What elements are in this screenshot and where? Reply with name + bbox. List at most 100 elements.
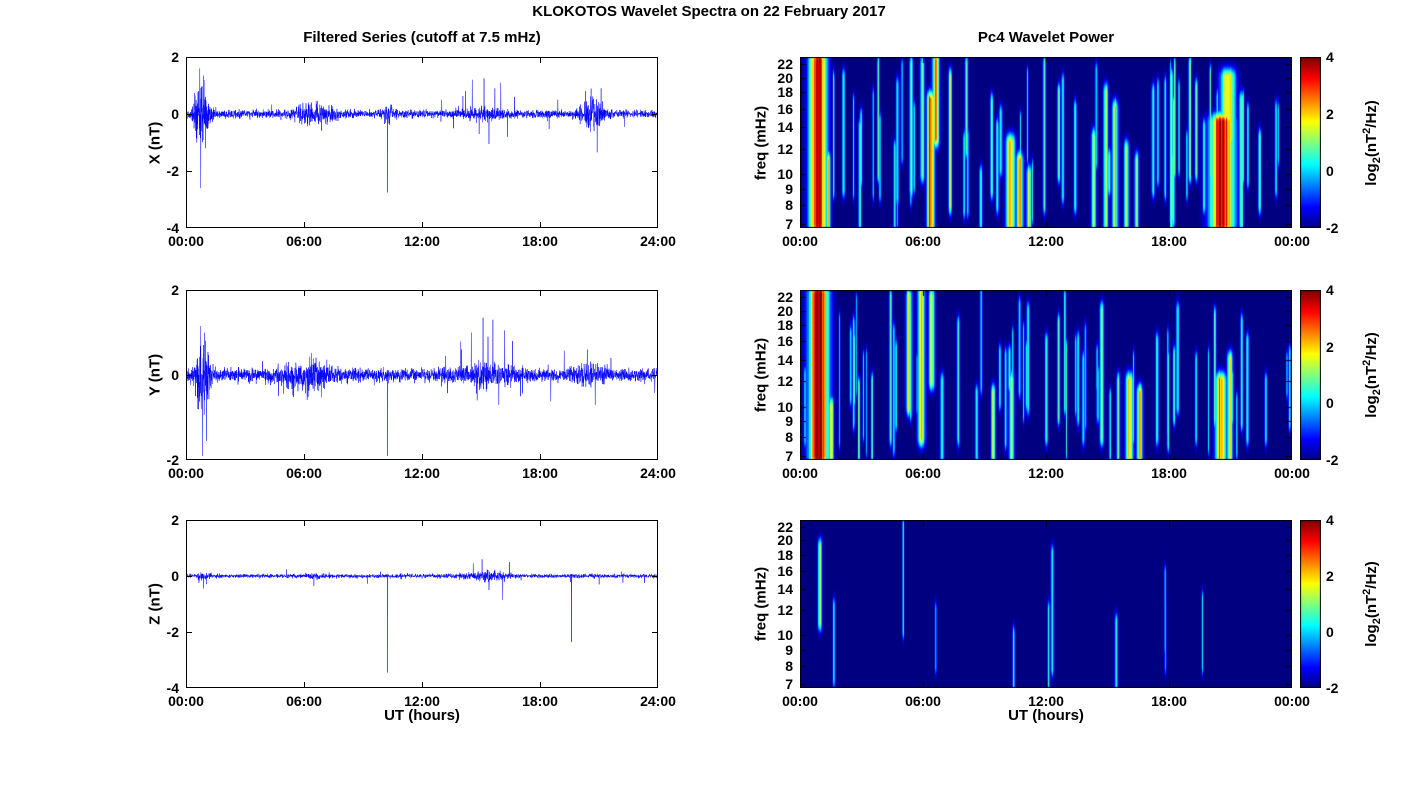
x-tick-label: 06:00 bbox=[905, 233, 941, 249]
cblab-sub: 2 bbox=[1371, 618, 1383, 625]
x-tick-label: 18:00 bbox=[1151, 465, 1187, 481]
x-tick-label: 24:00 bbox=[640, 693, 676, 709]
cblab-pre: log bbox=[1363, 624, 1380, 647]
y-tick-label: 9 bbox=[785, 641, 793, 658]
cblab-post: /Hz) bbox=[1363, 332, 1380, 360]
colorbar-tick-label: 2 bbox=[1326, 106, 1334, 122]
colorbar-x bbox=[1300, 57, 1321, 228]
colorbar-tick-label: 0 bbox=[1326, 624, 1334, 640]
y-tick-label: 0 bbox=[171, 106, 179, 122]
x-tick-label: 18:00 bbox=[522, 233, 558, 249]
x-tick-label: 06:00 bbox=[286, 233, 322, 249]
y-tick-label: 16 bbox=[777, 100, 793, 117]
y-tick-label: 2 bbox=[171, 282, 179, 298]
x-tick-label: 12:00 bbox=[1028, 693, 1064, 709]
x-tick-label: 18:00 bbox=[522, 693, 558, 709]
cblab-sub: 2 bbox=[1371, 389, 1383, 396]
cblab-sup: 2 bbox=[1361, 359, 1373, 366]
x-tick-label: 12:00 bbox=[404, 693, 440, 709]
x-tick-label: 00:00 bbox=[1274, 465, 1310, 481]
colorbar-tick-label: -2 bbox=[1326, 220, 1339, 236]
colorbar-tick-label: 2 bbox=[1326, 338, 1334, 355]
colorbar-label-y: log2(nT2/Hz) bbox=[1361, 332, 1383, 418]
x-tick-label: 00:00 bbox=[782, 233, 818, 249]
y-tick-label: 8 bbox=[785, 197, 793, 214]
colorbar-label-z: log2(nT2/Hz) bbox=[1361, 561, 1383, 647]
x-wavelet-spectrogram-canvas bbox=[800, 57, 1292, 228]
y-tick-label: 14 bbox=[777, 581, 793, 598]
y-tick-label: 16 bbox=[777, 562, 793, 579]
x-tick-label: 18:00 bbox=[522, 465, 558, 481]
x-tick-label: 06:00 bbox=[905, 465, 941, 481]
x-tick-label: 00:00 bbox=[782, 693, 818, 709]
y-tick-label: 12 bbox=[777, 373, 793, 390]
xlabel-left: UT (hours) bbox=[384, 707, 460, 724]
x-filtered-series-canvas bbox=[186, 57, 658, 228]
x-tick-label: 00:00 bbox=[168, 693, 204, 709]
colorbar-tick-label: 4 bbox=[1326, 512, 1334, 528]
cblab-sub: 2 bbox=[1371, 157, 1383, 164]
y-tick-label: 10 bbox=[777, 166, 793, 183]
right-column-title: Pc4 Wavelet Power bbox=[977, 29, 1115, 46]
z-filtered-series-canvas bbox=[186, 520, 658, 688]
y-tick-label: 7 bbox=[785, 215, 793, 232]
colorbar-y bbox=[1300, 290, 1321, 460]
y-tick-label: -2 bbox=[166, 624, 179, 640]
colorbar-z bbox=[1300, 520, 1321, 688]
y-tick-label: 20 bbox=[777, 69, 793, 86]
y-tick-label: 22 bbox=[777, 289, 793, 306]
y-tick-label: 18 bbox=[777, 546, 793, 563]
ylabel-y-nt: Y (nT) bbox=[146, 353, 164, 397]
y-tick-label: 0 bbox=[171, 568, 179, 584]
plot-x-filtered-series bbox=[186, 57, 658, 228]
x-tick-label: 00:00 bbox=[168, 465, 204, 481]
y-tick-label: 0 bbox=[171, 367, 179, 383]
y-tick-label: 10 bbox=[777, 398, 793, 415]
cblab-mid: (nT bbox=[1363, 594, 1380, 619]
x-tick-label: 12:00 bbox=[404, 465, 440, 481]
colorbar-label-x: log2(nT2/Hz) bbox=[1361, 100, 1383, 186]
x-tick-label: 24:00 bbox=[640, 465, 676, 481]
y-tick-label: 20 bbox=[777, 532, 793, 549]
ylabel-freq-z: freq (mHz) bbox=[752, 566, 770, 642]
cblab-sup: 2 bbox=[1361, 127, 1373, 134]
ylabel-freq-x: freq (mHz) bbox=[752, 105, 770, 181]
y-tick-label: 16 bbox=[777, 333, 793, 350]
colorbar-x-canvas bbox=[1300, 57, 1321, 228]
xlabel-right: UT (hours) bbox=[1008, 707, 1084, 724]
colorbar-tick-label: -2 bbox=[1326, 680, 1339, 696]
colorbar-y-canvas bbox=[1300, 290, 1321, 460]
x-tick-label: 06:00 bbox=[286, 693, 322, 709]
x-tick-label: 00:00 bbox=[1274, 693, 1310, 709]
x-tick-label: 00:00 bbox=[782, 465, 818, 481]
y-tick-label: 22 bbox=[777, 56, 793, 73]
colorbar-tick-label: -2 bbox=[1326, 452, 1339, 468]
x-tick-label: 12:00 bbox=[1028, 233, 1064, 249]
y-tick-label: 14 bbox=[777, 119, 793, 136]
y-wavelet-spectrogram-canvas bbox=[800, 290, 1292, 460]
y-tick-label: 12 bbox=[777, 140, 793, 157]
x-tick-label: 12:00 bbox=[404, 233, 440, 249]
z-wavelet-spectrogram-canvas bbox=[800, 520, 1292, 688]
y-tick-label: 8 bbox=[785, 429, 793, 446]
plot-y-filtered-series bbox=[186, 290, 658, 460]
x-tick-label: 00:00 bbox=[168, 233, 204, 249]
y-tick-label: -2 bbox=[166, 452, 179, 468]
figure-title: KLOKOTOS Wavelet Spectra on 22 February … bbox=[532, 3, 886, 20]
y-tick-label: 2 bbox=[171, 512, 179, 528]
ylabel-freq-y: freq (mHz) bbox=[752, 337, 770, 413]
y-tick-label: -2 bbox=[166, 163, 179, 179]
colorbar-z-canvas bbox=[1300, 520, 1321, 688]
ylabel-x-nt: X (nT) bbox=[146, 121, 164, 165]
left-column-title: Filtered Series (cutoff at 7.5 mHz) bbox=[303, 29, 541, 46]
x-tick-label: 06:00 bbox=[905, 693, 941, 709]
y-tick-label: 14 bbox=[777, 351, 793, 368]
x-tick-label: 24:00 bbox=[640, 233, 676, 249]
plot-y-wavelet-spectrogram bbox=[800, 290, 1292, 460]
y-tick-label: 20 bbox=[777, 302, 793, 319]
y-tick-label: 8 bbox=[785, 657, 793, 674]
y-tick-label: 2 bbox=[171, 49, 179, 65]
y-tick-label: 12 bbox=[777, 602, 793, 619]
colorbar-tick-label: 2 bbox=[1326, 568, 1334, 584]
